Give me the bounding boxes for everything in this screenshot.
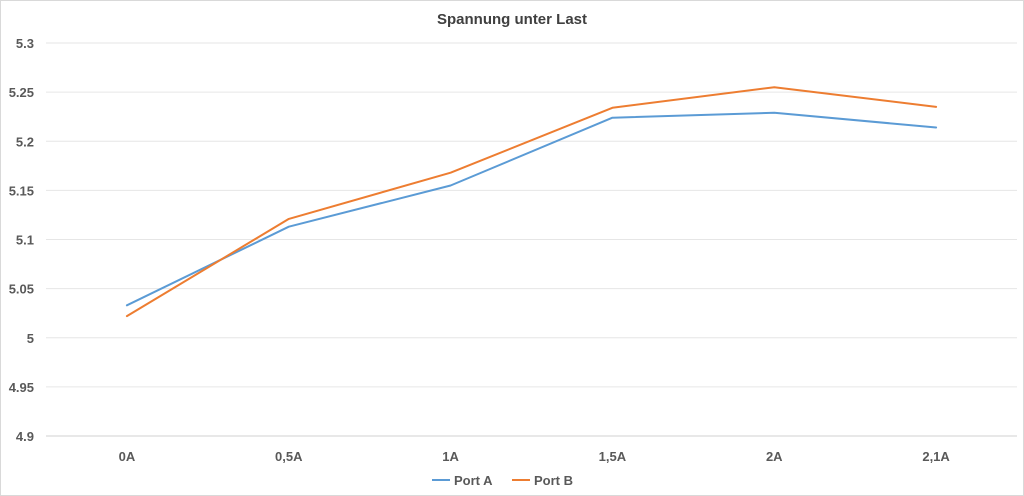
y-tick-label: 4.9 bbox=[16, 429, 34, 444]
legend-label: Port B bbox=[534, 473, 573, 488]
chart-title: Spannung unter Last bbox=[437, 11, 587, 28]
y-tick-label: 5.15 bbox=[9, 183, 34, 198]
grid-lines bbox=[46, 42, 1017, 437]
y-tick-label: 5.2 bbox=[16, 134, 34, 149]
x-tick-label: 1A bbox=[442, 449, 459, 464]
x-tick-label: 1,5A bbox=[599, 449, 627, 464]
y-tick-label: 5.05 bbox=[9, 282, 34, 297]
y-tick-label: 5 bbox=[27, 331, 34, 346]
y-tick-label: 4.95 bbox=[9, 380, 34, 395]
series-lines bbox=[125, 86, 938, 318]
series-line-port-a bbox=[125, 111, 938, 307]
y-tick-label: 5.25 bbox=[9, 85, 34, 100]
y-tick-label: 5.1 bbox=[16, 233, 34, 248]
x-tick-label: 0A bbox=[119, 449, 136, 464]
y-tick-label: 5.3 bbox=[16, 36, 34, 51]
x-axis-ticks: 0A 0,5A 1A 1,5A 2A 2,1A bbox=[119, 449, 951, 464]
x-tick-label: 2A bbox=[766, 449, 783, 464]
legend: Port A Port B bbox=[432, 473, 573, 488]
legend-label: Port A bbox=[454, 473, 493, 488]
series-line-port-b bbox=[125, 86, 938, 318]
x-tick-label: 2,1A bbox=[922, 449, 950, 464]
x-tick-label: 0,5A bbox=[275, 449, 303, 464]
y-axis-ticks: 4.9 4.95 5 5.05 5.1 5.15 5.2 5.25 5.3 bbox=[9, 36, 34, 444]
